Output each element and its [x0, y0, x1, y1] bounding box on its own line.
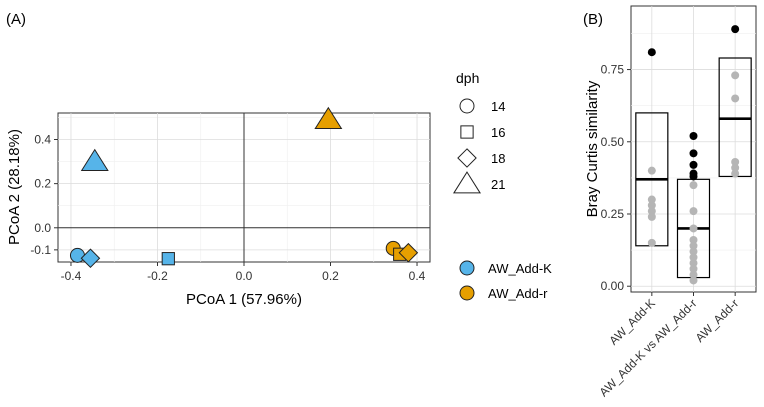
bray-curtis-x-ticks: AW_Add-KAW_Add-K vs AW_Add-rAW_Add-r: [597, 292, 742, 399]
y-tick-label: 0.75: [601, 63, 625, 77]
data-point: [731, 94, 740, 103]
bray-curtis-y-ticks: 0.00 0.25 0.50 0.75: [601, 63, 631, 293]
data-point: [647, 201, 656, 210]
pcoa-points: [69, 106, 419, 269]
pcoa-y-axis-label: PCoA 2 (28.18%): [6, 129, 23, 245]
data-point: [731, 169, 740, 178]
y-tick-label: 0.25: [601, 207, 625, 221]
legend-key-circle: [459, 98, 475, 114]
panel-b-label: (B): [583, 11, 603, 28]
legend-label: 14: [491, 99, 505, 114]
data-point: [689, 241, 698, 250]
data-point: [647, 238, 656, 247]
pcoa-x-ticks: -0.4 -0.2 0.0 0.2 0.4: [61, 262, 426, 283]
data-point: [689, 270, 698, 279]
data-point-highlight: [689, 149, 698, 158]
data-point: [731, 158, 740, 166]
data-point: [689, 276, 698, 285]
data-point: [647, 195, 656, 204]
data-point: [647, 212, 656, 221]
y-tick-label: 0.0: [34, 221, 51, 235]
y-tick-label: 0.2: [34, 177, 51, 191]
data-point: [398, 242, 419, 263]
x-tick-label: -0.2: [147, 269, 168, 283]
data-point: [80, 148, 109, 171]
data-point: [80, 248, 101, 269]
data-point: [689, 181, 698, 190]
data-point-highlight: [689, 160, 698, 169]
bray-curtis-panel: (B) 0.00 0.25 0.50 0.75 AW_Add-KAW_Add-K vs…: [583, 5, 757, 399]
x-tick-label: -0.4: [61, 269, 82, 283]
data-point: [731, 163, 740, 172]
data-point: [689, 224, 698, 233]
legend-label: 18: [491, 151, 505, 166]
x-tick-label: 0.4: [409, 269, 426, 283]
pcoa-x-axis-label: PCoA 1 (57.96%): [186, 291, 302, 308]
legend-key-square: [460, 125, 474, 139]
legend-label: AW_Add-r: [488, 286, 548, 301]
x-tick-label: 0.2: [322, 269, 339, 283]
y-tick-label: -0.1: [30, 243, 51, 257]
dph-legend-entries: 14 16 18 21: [453, 98, 505, 194]
group-legend: AW_Add-K AW_Add-r: [459, 260, 552, 301]
dph-legend-title: dph: [456, 70, 479, 86]
data-point: [647, 207, 656, 216]
data-point-highlight: [689, 172, 698, 181]
data-point-highlight: [647, 48, 656, 57]
data-point: [314, 106, 343, 130]
data-point: [689, 207, 698, 216]
group-legend-entries: AW_Add-K AW_Add-r: [459, 260, 552, 301]
data-point: [647, 166, 656, 175]
pcoa-y-ticks: -0.1 0.0 0.2 0.4: [30, 132, 58, 257]
legend-key-color: [459, 260, 475, 276]
data-point: [69, 247, 85, 263]
panel-a-label: (A): [6, 11, 26, 28]
data-point: [689, 247, 698, 256]
bray-curtis-points: [647, 25, 740, 285]
bray-curtis-y-axis-label: Bray Curtis similarity: [584, 80, 601, 217]
pcoa-zero-lines: [58, 113, 430, 262]
data-point: [731, 71, 740, 80]
pcoa-panel: (A) -0.4 -0.2 0.0 0.2 0.4 -0.1 0.0 0.2 0.4 PCoA…: [6, 11, 431, 308]
x-tick-label: 0.0: [236, 269, 253, 283]
legend-key-color: [459, 285, 475, 301]
data-point: [161, 252, 175, 266]
y-tick-label: 0.50: [601, 135, 625, 149]
data-point-highlight: [731, 25, 740, 34]
dph-legend: dph 14 16 18 21: [453, 70, 505, 194]
legend-label: 16: [491, 125, 505, 140]
y-tick-label: 0.00: [601, 279, 625, 293]
legend-label: 21: [491, 177, 505, 192]
x-tick-label: AW_Add-r: [693, 296, 742, 345]
data-point: [689, 264, 698, 273]
legend-key-triangle: [453, 171, 481, 194]
data-point: [689, 253, 698, 262]
data-point: [689, 236, 698, 244]
legend-label: AW_Add-K: [488, 261, 552, 276]
y-tick-label: 0.4: [34, 132, 51, 146]
data-point-highlight: [689, 132, 698, 140]
legend-key-diamond: [457, 148, 477, 168]
data-point: [689, 259, 698, 268]
